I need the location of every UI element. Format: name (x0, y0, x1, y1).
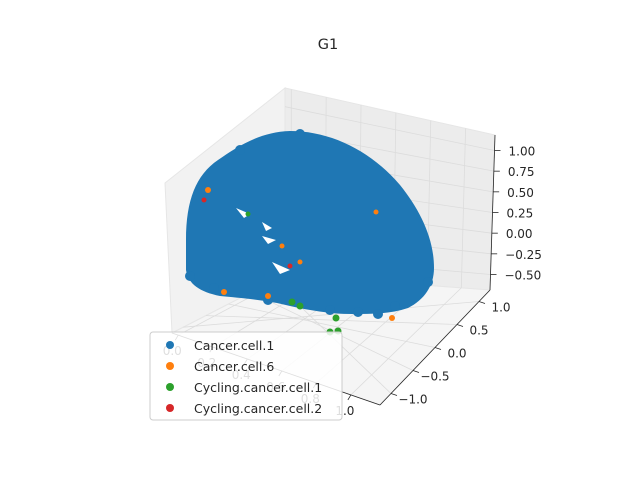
cancer-cell-1-point (185, 271, 195, 281)
cycling-cancer-cell-1-point (296, 302, 304, 310)
cycling-cancer-cell-1-point (245, 211, 251, 217)
cancer-cell-1-point (235, 145, 245, 155)
cycling-cancer-cell-2-point (201, 197, 207, 203)
y-tick-mark (456, 324, 464, 327)
z-tick-label: 1.00 (509, 145, 536, 159)
y-tick-label: 1.0 (491, 301, 510, 315)
legend-label: Cycling.cancer.cell.1 (194, 380, 322, 395)
cancer-cell-1-point (390, 301, 400, 311)
y-grid-line (205, 315, 458, 325)
cancer-cell-6-point (297, 259, 303, 265)
y-tick-label: 0.0 (447, 347, 466, 361)
cloud-gap (262, 236, 276, 244)
y-tick-mark (412, 370, 420, 373)
y-grid-line (228, 303, 436, 348)
legend-marker (166, 383, 174, 391)
cancer-cell-6-point (265, 293, 271, 299)
legend-label: Cycling.cancer.cell.2 (194, 401, 322, 416)
legend-items: Cancer.cell.1 Cancer.cell.6 Cycling.cancer… (166, 338, 322, 416)
cancer-cell-1-point (325, 305, 335, 315)
cycling-cancer-cell-1-point (332, 314, 340, 322)
cloud-gap (262, 222, 272, 231)
legend: Cancer.cell.1 Cancer.cell.6 Cycling.cancer… (149, 331, 343, 421)
cancer-cell-6-point (221, 289, 227, 295)
cancer-cell-1-point (373, 309, 383, 319)
cancer-cell-6-point (389, 315, 395, 321)
z-tick-label: −0.25 (505, 248, 542, 262)
cancer-cell-1-point (209, 283, 219, 293)
legend-label: Cancer.cell.1 (194, 338, 274, 353)
x-tick-mark (347, 394, 352, 401)
legend-box (149, 331, 343, 421)
z-tick-label: 0.25 (507, 207, 534, 221)
cloud-gap (272, 262, 290, 274)
legend-marker (166, 404, 174, 412)
legend-marker (166, 341, 174, 349)
x-grid-line-vertical (460, 128, 466, 288)
y-tick-mark (478, 301, 486, 304)
cancer-cell-6-point (373, 209, 379, 215)
y-tick-label: 0.5 (469, 324, 488, 338)
cycling-cancer-cell-2-point (287, 263, 293, 269)
legend-label: Cancer.cell.6 (194, 359, 274, 374)
cancer-cell-1-point-cloud (186, 131, 434, 314)
y-tick-label: −0.5 (420, 370, 449, 384)
legend-marker (166, 362, 174, 370)
z-tick-label: 0.50 (507, 186, 534, 200)
cancer-cell-1-point (353, 307, 363, 317)
y-tick-mark (434, 347, 442, 350)
z-tick-label: −0.50 (505, 269, 542, 283)
y-tick-mark (390, 393, 398, 396)
z-grid-line (284, 106, 495, 151)
chart-title: G1 (318, 37, 338, 53)
z-tick-label: 0.00 (506, 227, 533, 241)
y-tick-label: −1.0 (398, 393, 427, 407)
cancer-cell-6-point (205, 187, 211, 193)
cancer-cell-1-point (423, 277, 433, 287)
z-tick-label: 0.75 (508, 165, 535, 179)
cycling-cancer-cell-1-point (288, 298, 296, 306)
cancer-cell-6-point (279, 243, 285, 249)
cancer-cell-1-point (295, 129, 305, 139)
